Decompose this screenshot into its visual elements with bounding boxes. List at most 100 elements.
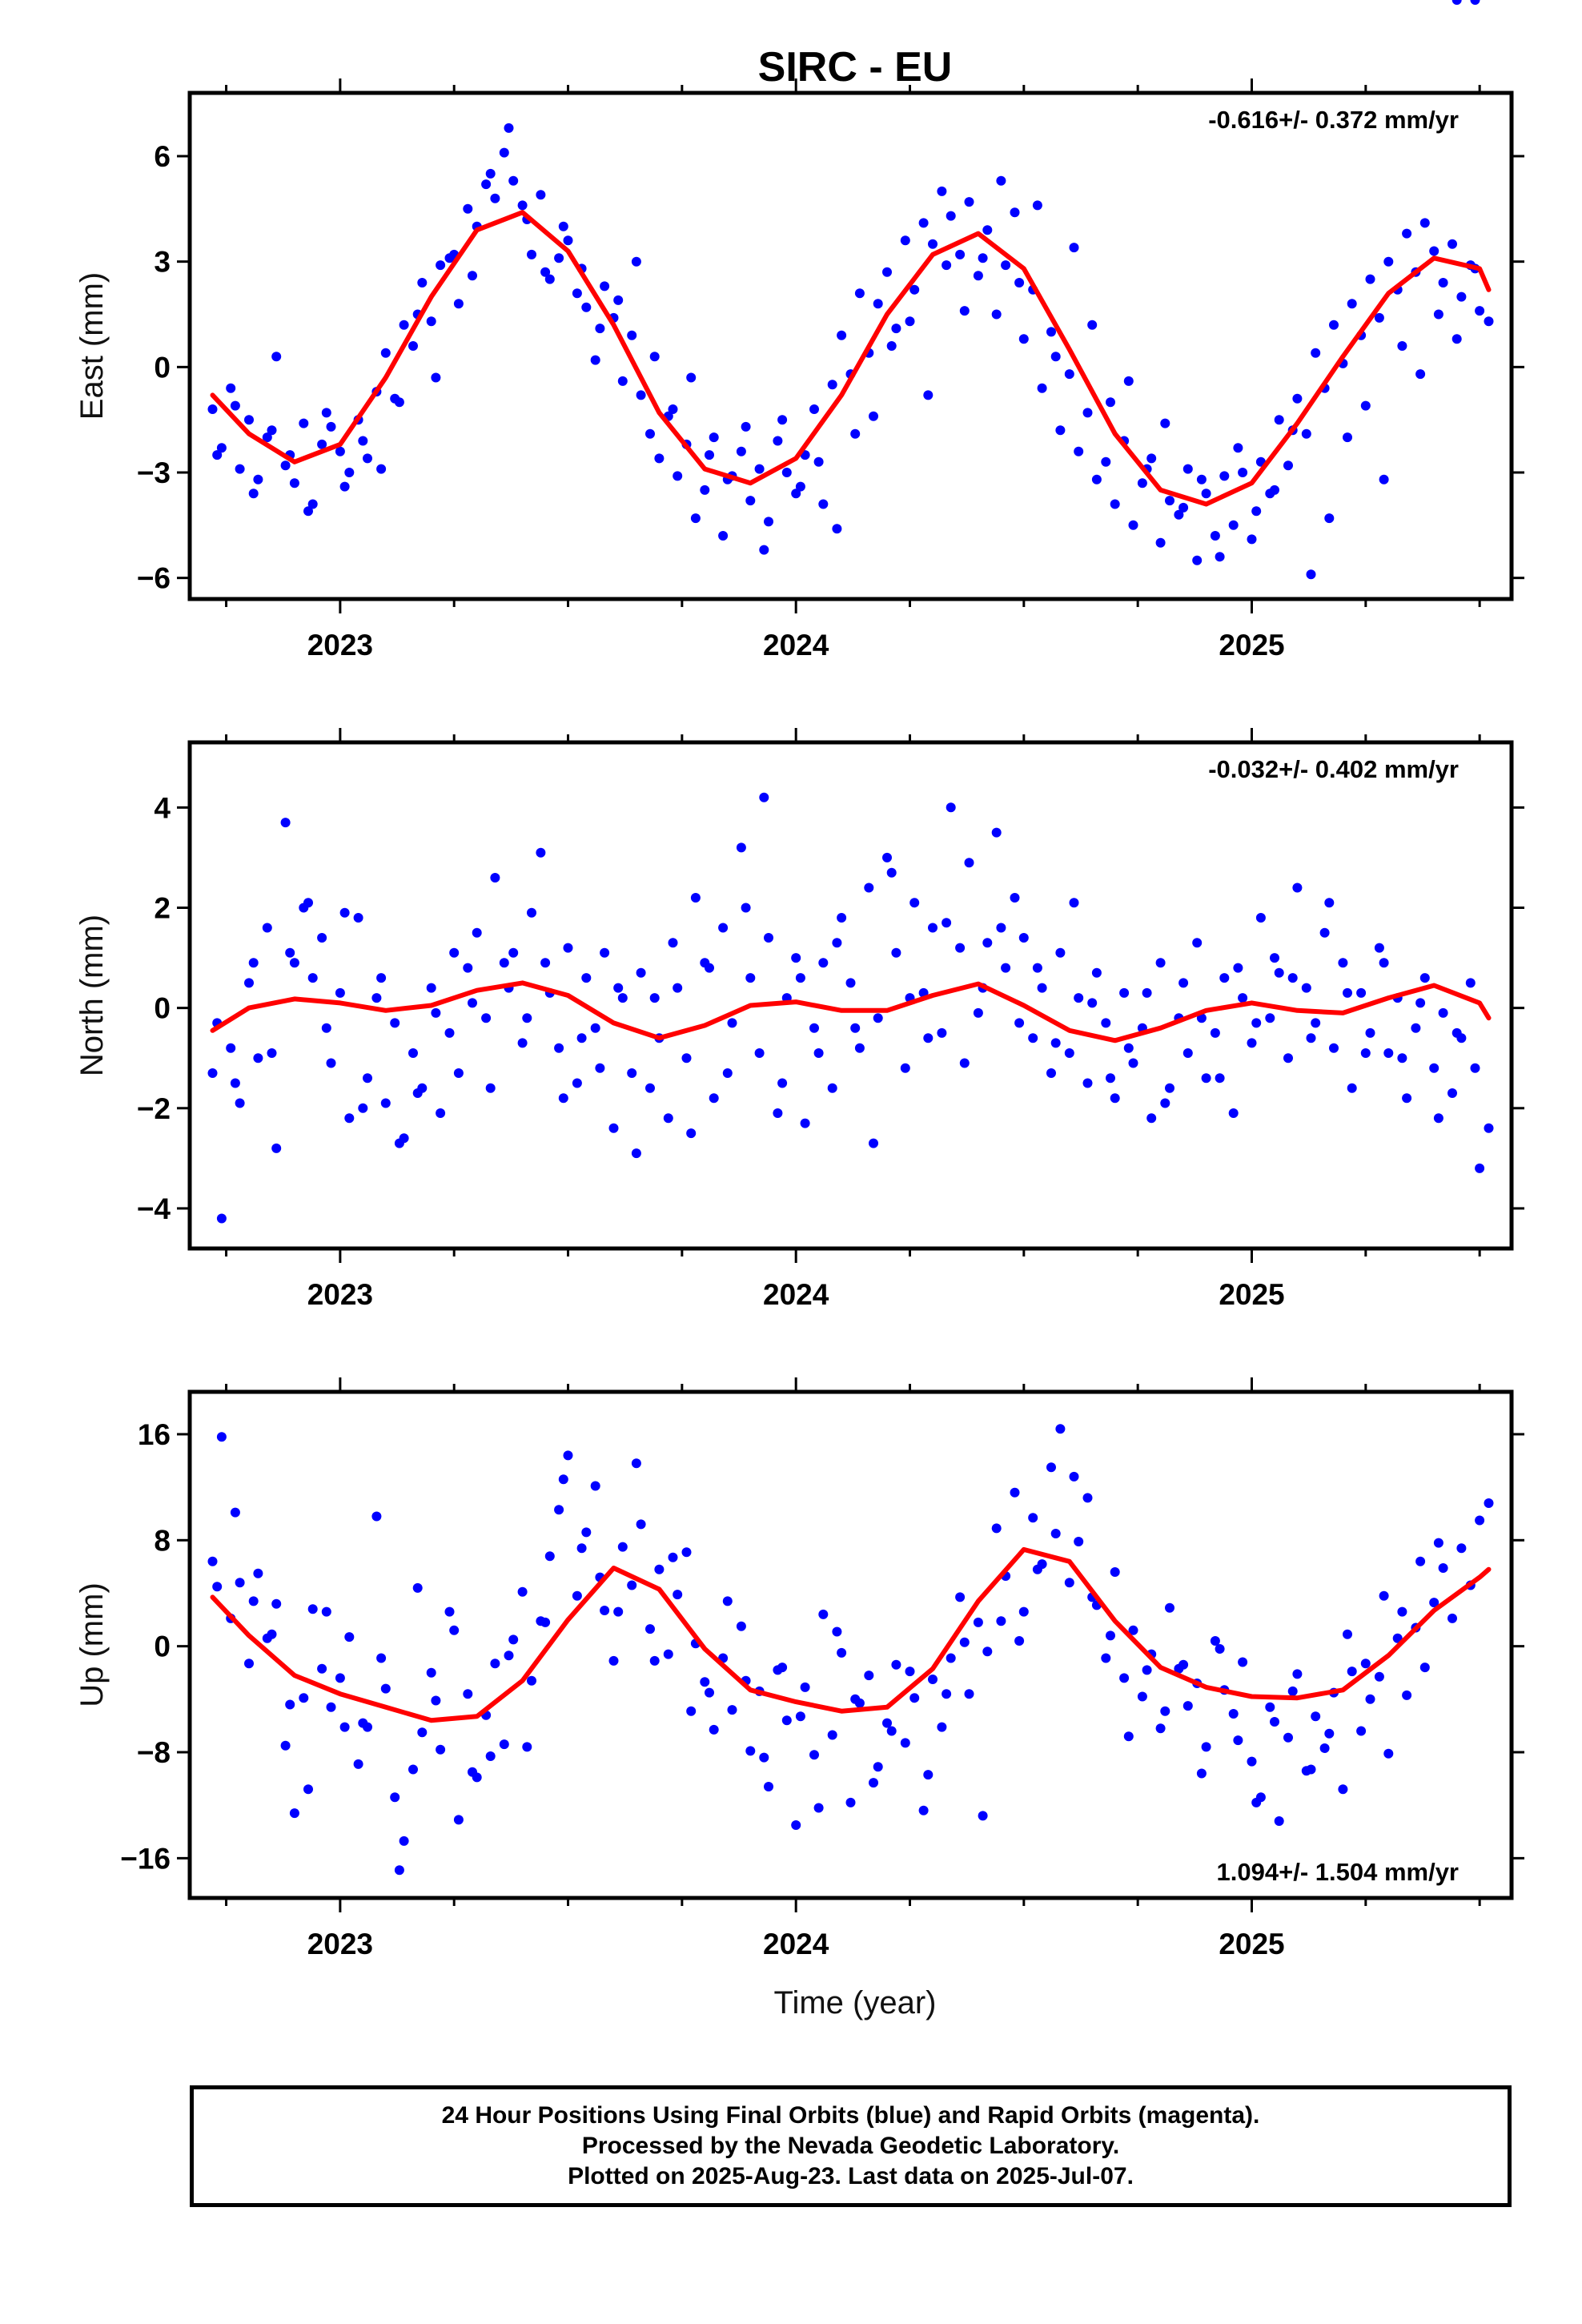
data-point — [777, 1078, 788, 1088]
data-point — [1210, 1027, 1220, 1038]
data-point — [376, 464, 387, 474]
data-point — [453, 299, 464, 309]
data-point — [1055, 425, 1066, 436]
data-point — [818, 499, 829, 509]
data-point — [1182, 1701, 1193, 1711]
data-point — [668, 1552, 678, 1562]
data-point — [800, 1118, 810, 1128]
data-point — [818, 958, 829, 968]
data-point — [1178, 1659, 1189, 1670]
data-point — [576, 1543, 587, 1554]
data-point — [1001, 963, 1011, 973]
data-point — [1379, 1590, 1389, 1601]
data-point — [955, 1592, 966, 1602]
data-point — [1018, 334, 1029, 344]
data-point — [991, 309, 1002, 320]
data-point — [1228, 1709, 1239, 1719]
caption-line-2: Processed by the Nevada Geodetic Laborat… — [581, 2133, 1120, 2159]
data-point — [759, 545, 769, 555]
data-point — [1356, 987, 1367, 998]
data-point — [280, 460, 291, 471]
data-point — [1064, 1048, 1074, 1058]
data-point — [1215, 1073, 1225, 1084]
data-point — [317, 933, 327, 943]
data-point — [1142, 987, 1152, 998]
data-point — [1415, 998, 1426, 1008]
data-point — [394, 1138, 404, 1148]
data-point — [1064, 1578, 1074, 1588]
y-tick-label: −2 — [137, 1092, 171, 1125]
data-point — [1001, 260, 1011, 271]
data-point — [216, 1432, 227, 1442]
data-point — [1201, 1073, 1211, 1084]
data-point — [554, 1505, 564, 1515]
data-point — [358, 1103, 368, 1113]
data-point — [431, 1007, 441, 1018]
data-point — [499, 958, 509, 968]
data-point — [1069, 898, 1079, 908]
data-point — [1319, 927, 1330, 938]
data-point — [226, 1043, 236, 1053]
data-point — [627, 330, 637, 340]
data-point — [754, 1048, 765, 1058]
data-point — [490, 193, 500, 203]
data-point — [946, 1653, 956, 1663]
data-point — [453, 1815, 464, 1825]
y-tick-label: 8 — [154, 1524, 171, 1557]
data-point — [321, 1606, 331, 1617]
data-point — [581, 973, 592, 983]
data-point — [1182, 1048, 1193, 1058]
data-point — [280, 818, 291, 828]
data-point — [1238, 993, 1248, 1003]
data-point — [253, 474, 263, 485]
data-point — [1397, 1053, 1407, 1063]
data-point — [1383, 256, 1394, 267]
data-point — [558, 221, 568, 231]
data-point — [1196, 474, 1207, 485]
data-point — [522, 1013, 532, 1023]
data-point — [973, 271, 983, 281]
fit-curve — [210, 1546, 1492, 1723]
data-point — [832, 524, 842, 534]
data-point — [1018, 1606, 1029, 1617]
data-point — [1374, 1671, 1384, 1682]
data-point — [1292, 1669, 1303, 1679]
data-point — [572, 1078, 582, 1088]
data-point — [837, 913, 847, 923]
x-tick-label: 2025 — [1219, 1278, 1284, 1311]
data-point — [705, 450, 714, 460]
data-point — [1018, 933, 1029, 943]
data-point — [353, 1759, 363, 1769]
data-point — [536, 190, 546, 200]
data-point — [444, 1606, 455, 1617]
data-point — [686, 1128, 697, 1139]
data-point — [891, 1659, 901, 1670]
data-point — [1155, 537, 1166, 548]
data-point — [1324, 1728, 1335, 1739]
data-point — [207, 1556, 218, 1566]
data-point — [818, 1609, 829, 1619]
data-point — [937, 1722, 947, 1732]
data-point — [271, 1598, 282, 1609]
data-point — [399, 320, 409, 330]
data-point — [882, 852, 892, 862]
data-point — [1128, 1625, 1138, 1635]
data-point — [718, 531, 729, 541]
data-point — [590, 1023, 600, 1033]
data-point — [845, 978, 856, 988]
data-point — [289, 1808, 299, 1819]
data-point — [832, 938, 842, 948]
data-point — [996, 1616, 1006, 1626]
data-point — [1433, 309, 1443, 320]
data-point — [864, 1671, 874, 1681]
data-point — [1123, 1043, 1134, 1053]
data-point — [1146, 1113, 1157, 1124]
data-point — [1438, 278, 1448, 287]
data-point — [581, 1527, 592, 1538]
data-point — [244, 1659, 254, 1669]
data-point — [485, 168, 496, 179]
data-point — [508, 947, 519, 958]
data-point — [1419, 1663, 1430, 1673]
data-point — [1415, 1556, 1426, 1566]
data-point — [873, 299, 883, 309]
